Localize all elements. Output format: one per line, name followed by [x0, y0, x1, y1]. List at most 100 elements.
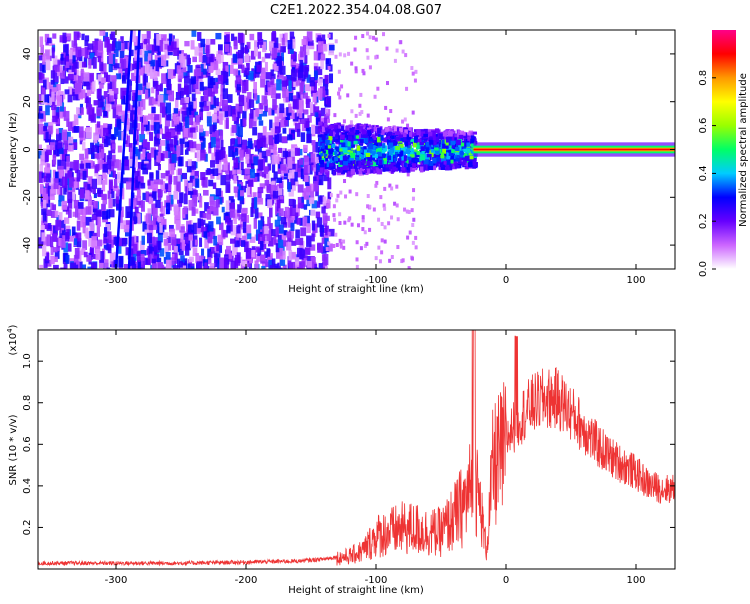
heatmap-cell — [265, 72, 272, 80]
heatmap-cell — [59, 111, 64, 119]
heatmap-cell — [157, 151, 161, 163]
heatmap-cell — [232, 53, 238, 63]
heatmap-cell — [194, 239, 199, 246]
heatmap-cell — [391, 135, 395, 140]
heatmap-cell — [322, 212, 328, 224]
heatmap-cell — [56, 133, 62, 143]
heatmap-cell — [183, 105, 188, 115]
y-tick-label: 20 — [22, 95, 33, 108]
heatmap-cell — [273, 147, 277, 155]
heatmap-cell — [290, 222, 295, 231]
heatmap-cell — [466, 149, 471, 153]
heatmap-cell — [466, 142, 471, 147]
heatmap-cell — [88, 58, 92, 69]
heatmap-cell — [291, 144, 298, 150]
heatmap-cell — [230, 224, 236, 236]
heatmap-cell — [283, 268, 287, 269]
heatmap-cell — [205, 71, 211, 77]
heatmap-cell — [311, 233, 315, 242]
heatmap-cell — [445, 164, 449, 171]
heatmap-cell — [443, 160, 447, 165]
heatmap-cell — [169, 130, 176, 137]
heatmap-cell — [260, 150, 267, 159]
heatmap-cell — [247, 179, 254, 187]
heatmap-cell — [376, 161, 380, 166]
heatmap-cell — [414, 235, 418, 240]
heatmap-cell — [46, 234, 52, 247]
heatmap-cell — [51, 91, 55, 102]
heatmap-cell — [178, 75, 182, 83]
heatmap-cell — [113, 251, 118, 261]
heatmap-cell — [179, 226, 185, 233]
heatmap-cell — [294, 147, 300, 156]
heatmap-cell — [265, 258, 272, 268]
heatmap-cell — [103, 96, 108, 106]
heatmap-cell — [274, 219, 281, 227]
heatmap-cell — [306, 31, 313, 42]
heatmap-cell — [167, 68, 174, 80]
heatmap-cell — [151, 87, 155, 94]
heatmap-cell — [327, 66, 331, 71]
heatmap-cell — [190, 76, 196, 84]
heatmap-cell — [339, 242, 343, 247]
heatmap-cell — [150, 124, 157, 131]
heatmap-cell — [73, 36, 77, 46]
heatmap-cell — [281, 37, 285, 46]
figure-title: C2E1.2022.354.04.08.G07 — [270, 3, 442, 18]
heatmap-cell — [372, 139, 377, 144]
snr-multiplier-exp: 4 — [6, 328, 14, 333]
heatmap-cell — [190, 167, 195, 178]
heatmap-cell — [41, 208, 47, 215]
heatmap-cell — [372, 207, 376, 212]
heatmap-cell — [67, 74, 74, 81]
heatmap-cell — [273, 263, 279, 269]
heatmap-cell — [117, 159, 122, 171]
heatmap-cell — [166, 114, 171, 121]
heatmap-cell — [361, 68, 365, 73]
heatmap-cell — [184, 245, 190, 256]
heatmap-cell — [151, 45, 156, 52]
heatmap-cell — [250, 109, 255, 119]
heatmap-cell — [93, 192, 97, 199]
heatmap-cell — [423, 133, 429, 138]
heatmap-cell — [215, 138, 221, 149]
heatmap-cell — [154, 54, 160, 64]
heatmap-cell — [312, 141, 316, 154]
heatmap-cell — [317, 41, 324, 53]
heatmap-cell — [164, 115, 171, 127]
heatmap-cell — [246, 183, 250, 195]
heatmap-cell — [259, 183, 266, 189]
heatmap-cell — [375, 180, 379, 185]
heatmap-cell — [195, 178, 200, 188]
heatmap-cell — [148, 113, 154, 120]
heatmap-cell — [204, 130, 209, 137]
heatmap-cell — [318, 128, 324, 132]
heatmap-cell — [139, 99, 146, 110]
heatmap-cell — [385, 127, 390, 131]
heatmap-cell — [147, 179, 154, 190]
heatmap-cell — [293, 81, 299, 88]
heatmap-cell — [214, 267, 219, 269]
heatmap-cell — [338, 151, 343, 156]
heatmap-cell — [142, 192, 147, 201]
heatmap-cell — [213, 97, 219, 107]
heatmap-cell — [123, 56, 130, 68]
heatmap-cell — [109, 90, 114, 97]
heatmap-cell — [336, 171, 342, 176]
heatmap-cell — [152, 191, 157, 201]
heatmap-cell — [197, 32, 202, 41]
heatmap-cell — [351, 159, 356, 164]
colorbar-scale — [712, 30, 736, 269]
heatmap-cell — [210, 96, 214, 105]
colorbar-tick-label: 0.6 — [698, 118, 709, 134]
heatmap-cell — [249, 236, 256, 243]
heatmap-cell — [434, 141, 439, 145]
heatmap-cell — [220, 147, 226, 158]
heatmap-cell — [282, 250, 286, 260]
x-tick-label: -100 — [365, 275, 388, 286]
heatmap-cell — [40, 44, 44, 57]
heatmap-cell — [87, 183, 91, 190]
heatmap-cell — [257, 197, 264, 205]
heatmap-cell — [59, 230, 64, 241]
heatmap-cell — [239, 219, 245, 227]
